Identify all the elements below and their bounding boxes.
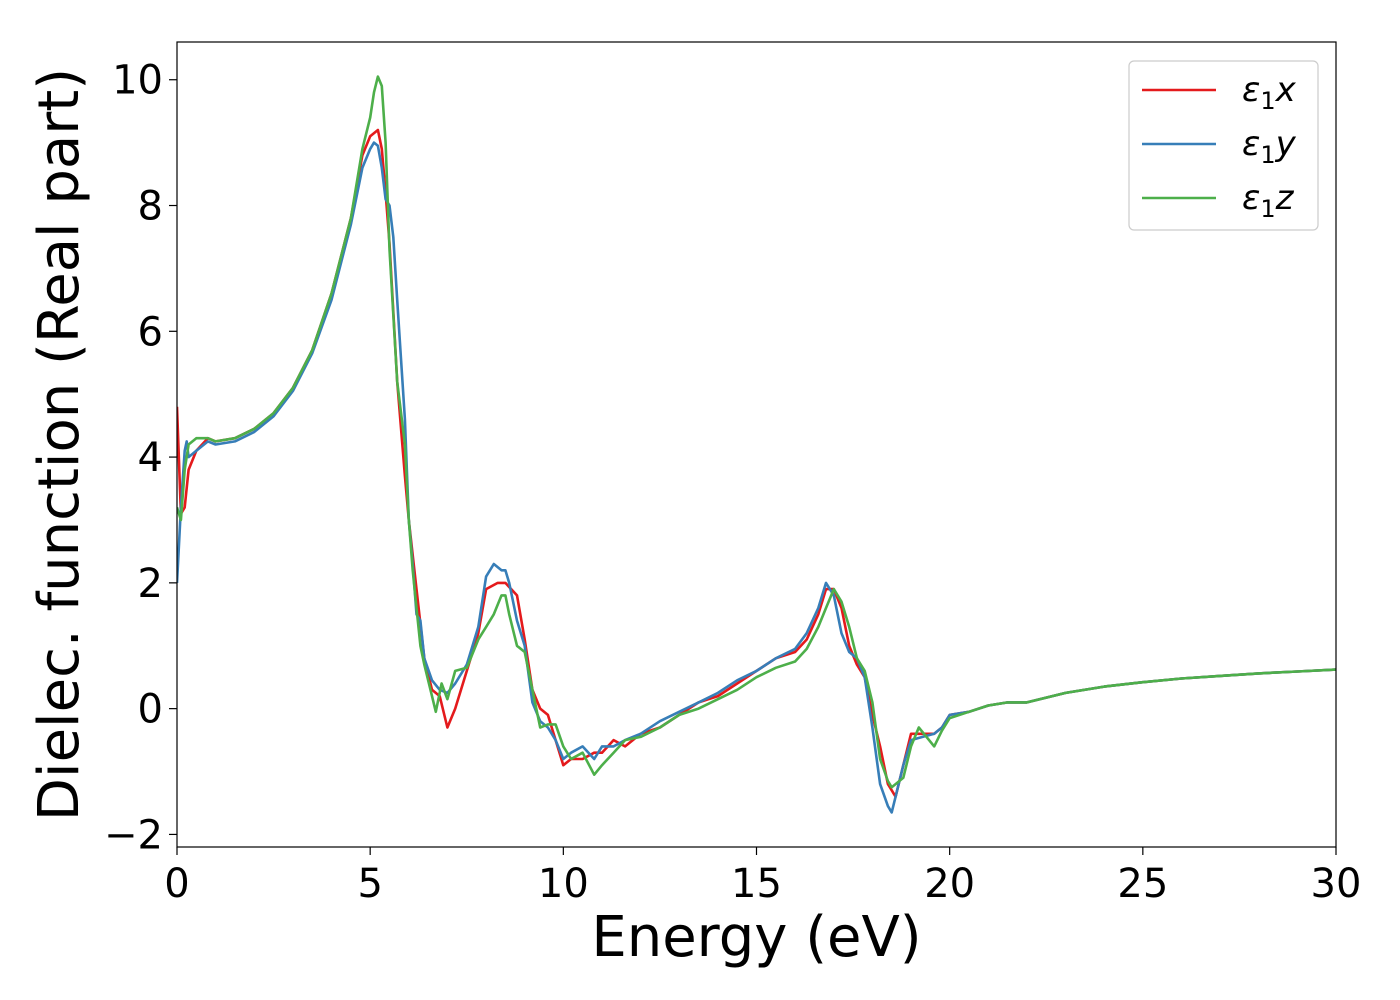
legend-label: ε1y: [1242, 124, 1297, 169]
series-line-y: [177, 141, 1336, 814]
y-tick-label: 0: [138, 687, 163, 733]
y-tick-label: 10: [112, 58, 163, 104]
legend-entry-z: ε1z: [1142, 178, 1295, 223]
x-tick-label: 20: [924, 861, 975, 907]
x-tick-label: 10: [538, 861, 589, 907]
legend-label: ε1x: [1242, 70, 1297, 115]
y-tick-label: 2: [138, 561, 163, 607]
legend: ε1x ε1y ε1z: [1128, 60, 1319, 231]
x-axis: 0 5 10 15 20 25 30: [164, 847, 1361, 907]
y-tick-label: 4: [138, 435, 163, 481]
legend-label: ε1z: [1242, 178, 1295, 223]
y-axis-label: Dielec. function (Real part): [27, 68, 92, 821]
y-tick-label: −2: [104, 812, 163, 858]
legend-box: [1128, 60, 1319, 231]
legend-entry-x: ε1x: [1142, 70, 1297, 115]
x-tick-label: 30: [1311, 861, 1362, 907]
x-tick-label: 15: [731, 861, 782, 907]
y-axis: −2 0 2 4 6 8 10: [104, 58, 177, 858]
x-tick-label: 5: [357, 861, 382, 907]
x-axis-label: Energy (eV): [591, 905, 921, 970]
x-tick-label: 25: [1117, 861, 1168, 907]
series-layer: [177, 75, 1336, 814]
y-tick-label: 6: [138, 309, 163, 355]
x-tick-label: 0: [164, 861, 189, 907]
series-line-z: [177, 75, 1336, 789]
y-tick-label: 8: [138, 184, 163, 230]
legend-entry-y: ε1y: [1142, 124, 1297, 169]
